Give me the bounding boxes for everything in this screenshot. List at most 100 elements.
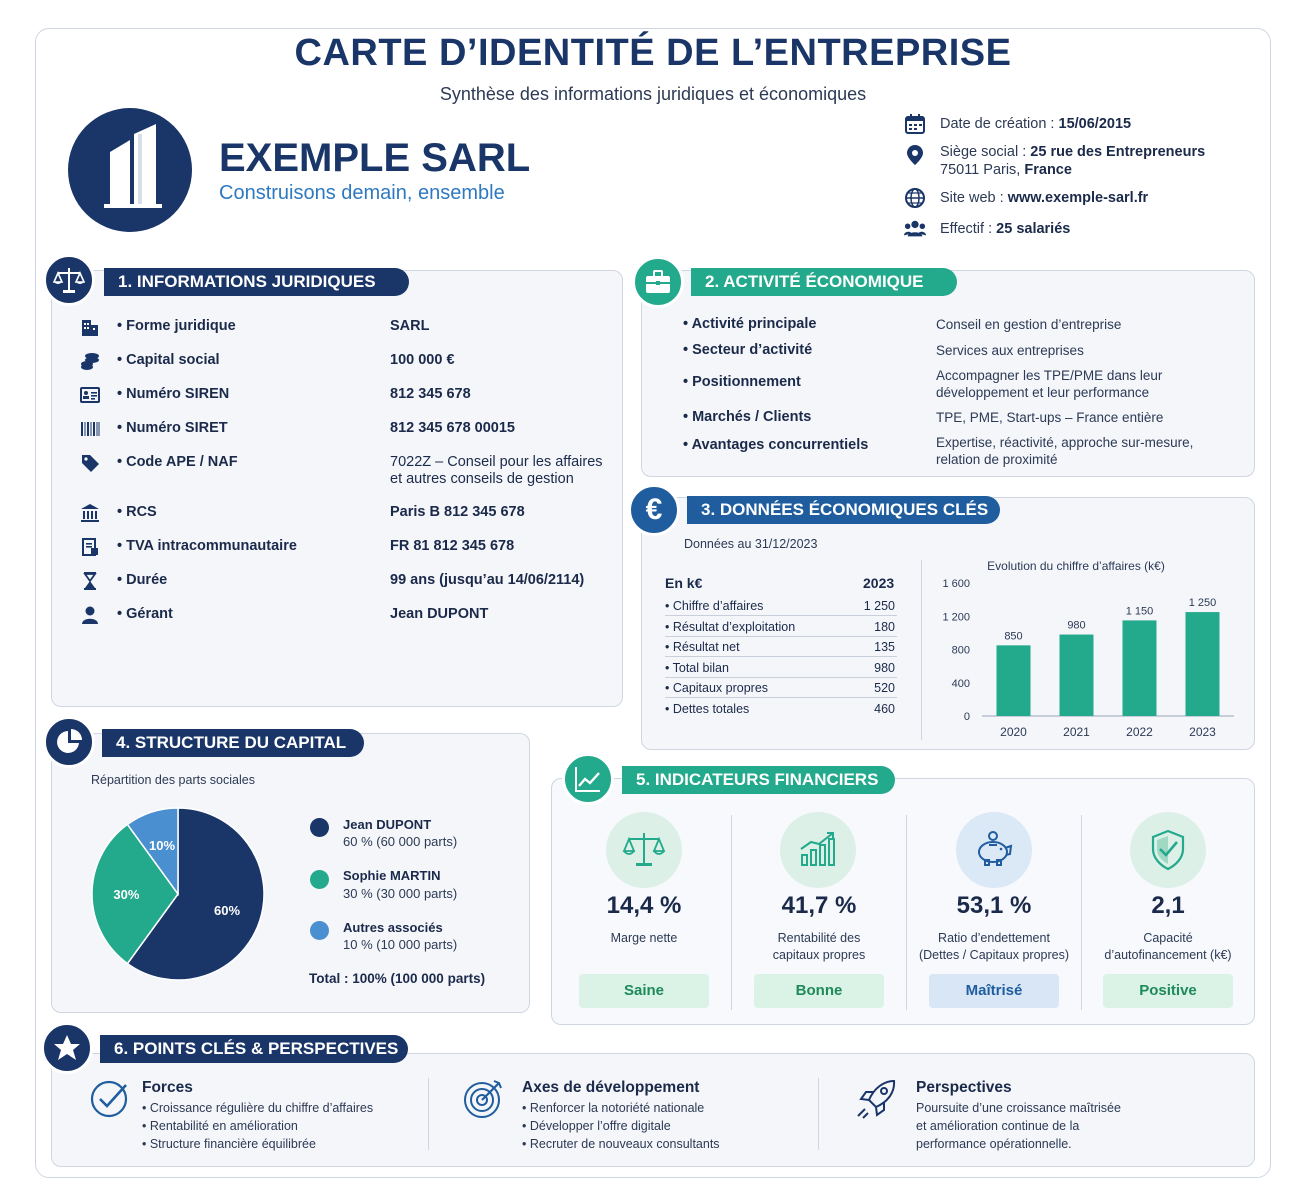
kpi-status-net-margin: Saine — [579, 974, 709, 1008]
creation-date: Date de création : 15/06/2015 — [940, 116, 1132, 132]
x-tick-label: 2023 — [1189, 725, 1216, 739]
perspectives-title: Perspectives — [916, 1079, 1012, 1096]
economics-table-head-right: 2023 — [863, 575, 895, 591]
kpi-label-roe: Rentabilité des capitaux propres — [772, 931, 866, 962]
tag-icon — [82, 455, 99, 472]
chart-title: Evolution du chiffre d’affaires (k€) — [987, 559, 1165, 573]
y-tick-label: 1 600 — [942, 578, 970, 590]
barcode-icon — [81, 422, 100, 436]
points-divider — [818, 1078, 819, 1150]
legend-dot-martin — [310, 870, 329, 889]
company-logo — [68, 108, 192, 232]
pie-slice-label: 60% — [214, 903, 240, 918]
legal-value-form: SARL — [390, 318, 430, 334]
head-office: Siège social : 25 rue des Entrepreneurs 7… — [940, 144, 1206, 178]
calendar-icon — [905, 114, 925, 134]
points-badge — [41, 1022, 93, 1074]
bar-value-label: 850 — [1004, 630, 1022, 642]
legal-value-manager: Jean DUPONT — [390, 606, 489, 622]
euro-icon: € — [645, 493, 663, 526]
list-item: • Recruter de nouveaux consultants — [522, 1137, 720, 1151]
legal-label-rcs: • RCS — [117, 504, 157, 520]
y-tick-label: 0 — [964, 711, 970, 723]
globe-icon — [905, 188, 925, 208]
bank-icon — [81, 504, 99, 522]
indicators-badge — [562, 753, 614, 805]
legal-value-capital: 100 000 € — [390, 352, 455, 368]
activity-label-sector: • Secteur d’activité — [683, 342, 813, 358]
pie-slice-1 — [91, 823, 179, 965]
kpi-icon-circle — [606, 812, 682, 888]
legal-value-ape: 7022Z – Conseil pour les affaires et autr… — [390, 454, 603, 487]
kpi-icon-circle — [956, 812, 1032, 888]
legal-label-siret: • Numéro SIRET — [117, 420, 228, 436]
building-logo-icon — [104, 124, 162, 208]
legend-detail-others: 10 % (10 000 parts) — [343, 937, 458, 952]
activity-label-advantages: • Avantages concurrentiels — [683, 437, 869, 453]
page-subtitle: Synthèse des informations juridiques et … — [439, 84, 867, 104]
building-icon — [82, 320, 98, 336]
economics-table-head-left: En k€ — [665, 575, 703, 591]
pie-slice-2 — [126, 807, 179, 897]
check-circle-icon — [90, 1080, 128, 1118]
capital-pie-chart: 60% 30% 10% — [91, 807, 265, 981]
briefcase-icon — [646, 270, 670, 293]
legend-dot-others — [310, 921, 329, 940]
list-item: • Croissance régulière du chiffre d’affa… — [142, 1101, 374, 1115]
shield-check-icon — [1151, 829, 1185, 871]
economics-badge: € — [628, 484, 680, 536]
x-tick-label: 2020 — [1000, 725, 1027, 739]
legal-value-siret: 812 345 678 00015 — [390, 420, 515, 436]
legal-info-header: 1. INFORMATIONS JURIDIQUES — [104, 268, 409, 296]
bar-value-label: 1 150 — [1126, 605, 1154, 617]
table-row: • Total bilan 980 — [665, 658, 897, 678]
trend-chart-icon — [575, 767, 600, 792]
indicator-divider — [1081, 815, 1082, 1010]
hourglass-icon — [83, 572, 97, 590]
list-item: et amélioration continue de la — [916, 1119, 1080, 1133]
x-tick-label: 2022 — [1126, 725, 1153, 739]
indicator-divider — [731, 815, 732, 1010]
company-slogan: Construisons demain, ensemble — [219, 182, 505, 204]
y-tick-label: 400 — [952, 678, 970, 690]
rocket-icon — [857, 1079, 896, 1119]
revenue-bar-chart: Evolution du chiffre d’affaires (k€) 0 400… — [942, 559, 1234, 739]
company-name: EXEMPLE SARL — [219, 136, 531, 180]
page-title: CARTE D’IDENTITÉ DE L’ENTREPRISE — [294, 32, 1012, 74]
kpi-status-roe: Bonne — [754, 974, 884, 1008]
legend-name-martin: Sophie MARTIN — [343, 868, 441, 883]
legal-badge — [43, 254, 95, 306]
kpi-status-debt-ratio: Maîtrisé — [929, 974, 1059, 1008]
bar-value-label: 980 — [1067, 620, 1085, 632]
axes-title: Axes de développement — [522, 1079, 700, 1096]
kpi-value-debt-ratio: 53,1 % — [956, 892, 1032, 919]
target-icon — [464, 1080, 502, 1118]
legal-info-panel — [51, 270, 623, 707]
economics-divider — [921, 560, 922, 740]
legal-value-siren: 812 345 678 — [390, 386, 471, 402]
legal-label-duration: • Durée — [117, 572, 168, 588]
list-item: performance opérationnelle. — [916, 1137, 1072, 1151]
receipt-icon — [82, 538, 98, 556]
bar-2023 — [1185, 612, 1220, 716]
activity-label-positioning: • Positionnement — [683, 374, 801, 390]
list-item: • Structure financière équilibrée — [142, 1137, 316, 1151]
staff-group-icon — [904, 220, 926, 237]
capital-subtitle: Répartition des parts sociales — [91, 773, 255, 787]
list-item: • Renforcer la notoriété nationale — [522, 1101, 705, 1115]
location-pin-icon — [907, 145, 923, 165]
balance-scale-icon — [53, 268, 85, 293]
legend-detail-martin: 30 % (30 000 parts) — [343, 886, 458, 901]
legend-name-others: Autres associés — [343, 920, 443, 935]
table-row: • Résultat d’exploitation 180 — [665, 617, 897, 637]
points-header: 6. POINTS CLÉS & PERSPECTIVES — [100, 1035, 408, 1063]
forces-title: Forces — [142, 1079, 193, 1096]
website[interactable]: Site web : www.exemple-sarl.fr — [940, 190, 1149, 206]
activity-badge — [632, 256, 684, 308]
legal-label-capital: • Capital social — [117, 352, 220, 368]
activity-value-advantages: Expertise, réactivité, approche sur-mesu… — [936, 435, 1194, 467]
economics-header: 3. DONNÉES ÉCONOMIQUES CLÉS — [687, 496, 1000, 524]
growth-chart-icon — [800, 832, 835, 866]
y-tick-label: 1 200 — [942, 611, 970, 623]
activity-value-markets: TPE, PME, Start-ups – France entière — [936, 410, 1164, 425]
